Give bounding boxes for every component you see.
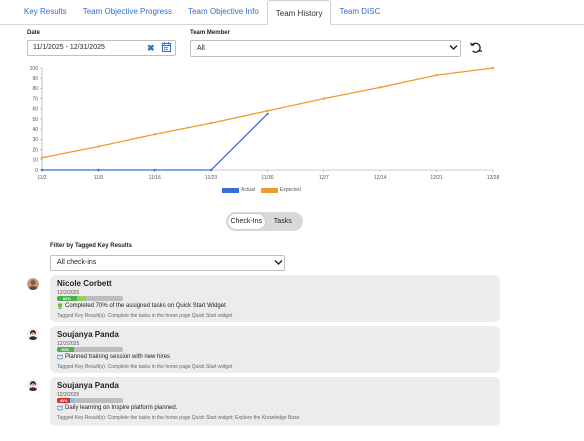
progress-fill [57, 398, 71, 403]
team-member-select[interactable]: All [190, 40, 461, 57]
tab-bar: Key Results Team Objective Progress Team… [0, 0, 584, 25]
checkin-tagged-key-results: Tagged Key Result(s): Complete the tasks… [57, 415, 300, 421]
series-expected-point [209, 121, 213, 125]
tab-team-objective-progress[interactable]: Team Objective Progress [82, 7, 173, 16]
progress-bar: 50% [57, 347, 123, 352]
calendar-icon[interactable] [162, 42, 171, 52]
series-expected-point [153, 133, 156, 136]
checkin-date: 12/2/2025 [57, 290, 80, 296]
tab-key-results[interactable]: Key Results [24, 7, 67, 16]
tab-team-history[interactable]: Team History [266, 0, 332, 25]
series-expected-point [40, 156, 44, 159]
series-expected-point [322, 97, 326, 100]
series-expected-point [491, 66, 495, 70]
clear-date-icon[interactable]: ✖ [147, 43, 155, 53]
checkin-tagged-key-results: Tagged Key Result(s): Complete the tasks… [57, 364, 233, 370]
trophy-icon [58, 303, 62, 309]
progress-percent: 60% [62, 296, 71, 301]
y-tick-label: 10 [32, 158, 38, 164]
series-actual-point [209, 168, 213, 172]
tag-filter-select[interactable]: All check-ins [50, 255, 285, 271]
y-tick-label: 0 [35, 168, 38, 174]
y-tick-label: 20 [32, 147, 38, 153]
x-tick-label: 11/23 [205, 175, 217, 181]
y-tick-label: 50 [32, 117, 38, 123]
progress-bar: 60% [57, 296, 123, 301]
tab-team-objective-info[interactable]: Team Objective Info [188, 7, 259, 16]
chart-legend: Actual Expected [222, 185, 307, 195]
checkin-card[interactable]: Soujanya Panda 12/2/2025 40% Daily learn… [50, 377, 500, 426]
checkin-text: Planned training session with new hires [65, 354, 171, 360]
y-tick-label: 70 [32, 96, 38, 102]
legend-expected-label: Expected [279, 187, 301, 193]
avatar [27, 278, 39, 290]
series-actual-line [42, 113, 268, 171]
tag-filter-label: Filter by Tagged Key Results [50, 243, 132, 249]
x-tick-label: 12/14 [374, 175, 387, 181]
x-tick-label: 12/21 [430, 175, 443, 181]
x-tick-label: 12/28 [487, 175, 500, 181]
avatar [27, 379, 39, 391]
checkin-tagged-key-results: Tagged Key Result(s): Complete the tasks… [57, 313, 233, 319]
reset-filter-icon[interactable] [469, 41, 483, 55]
progress-fill [57, 296, 77, 301]
date-range-input[interactable]: 11/1/2025 - 12/31/2025 [27, 40, 176, 56]
progress-fill [57, 347, 74, 352]
progress-fill-secondary [76, 296, 86, 301]
series-expected-point [266, 109, 269, 113]
legend-expected[interactable]: Expected [260, 187, 301, 193]
series-actual-point [97, 168, 100, 172]
checkin-author: Soujanya Panda [57, 381, 119, 390]
series-actual-point [266, 112, 269, 116]
progress-fill-secondary [70, 398, 75, 403]
toggle-tasks[interactable]: Tasks [273, 218, 292, 225]
team-member-label: Team Member [190, 30, 230, 36]
progress-bar: 40% [57, 398, 123, 403]
checkin-author: Nicole Corbett [57, 279, 112, 288]
legend-actual-label: Actual [241, 187, 255, 193]
y-tick-label: 30 [32, 137, 38, 143]
series-actual-point [153, 168, 156, 172]
checkin-text: Completed 70% of the assigned tasks on Q… [65, 303, 226, 309]
handshake-icon [57, 405, 63, 411]
checkin-date: 12/2/2025 [57, 392, 80, 398]
series-actual-point [40, 168, 44, 172]
y-tick-label: 60 [32, 107, 38, 113]
chevron-down-icon [274, 260, 283, 265]
toggle-checkins[interactable]: Check-Ins [228, 214, 265, 229]
progress-percent: 50% [61, 347, 70, 352]
chevron-down-icon [449, 45, 458, 50]
x-tick-label: 11/30 [261, 175, 273, 181]
handshake-icon [57, 354, 63, 360]
y-tick-label: 80 [32, 86, 38, 92]
avatar [27, 328, 39, 340]
legend-actual-swatch [222, 187, 239, 193]
x-tick-label: 12/7 [319, 175, 329, 181]
y-tick-label: 40 [32, 127, 38, 133]
series-expected-point [435, 73, 438, 77]
legend-actual[interactable]: Actual [222, 187, 255, 193]
date-label: Date [27, 30, 41, 36]
series-expected-point [379, 86, 382, 89]
checkin-date: 12/2/2025 [57, 341, 80, 347]
checkin-card[interactable]: Nicole Corbett 12/2/2025 60% Completed 7… [50, 275, 500, 322]
series-expected-point [97, 145, 100, 148]
x-tick-label: 11/16 [149, 175, 161, 181]
legend-expected-swatch [260, 187, 278, 193]
y-tick-label: 100 [30, 66, 39, 72]
checkin-author: Soujanya Panda [57, 330, 119, 339]
tab-team-disc[interactable]: Team DISC [339, 7, 381, 16]
x-tick-label: 11/2 [37, 175, 47, 181]
team-history-chart: 0 10 20 30 40 50 60 70 80 90 100 11/2 11/9 11/16 11/23… [30, 66, 500, 181]
y-tick-label: 90 [32, 76, 38, 82]
x-tick-label: 11/9 [94, 175, 104, 181]
progress-percent: 40% [59, 398, 68, 403]
checkin-card[interactable]: Soujanya Panda 12/2/2025 50% Planned tra… [50, 326, 500, 373]
checkin-text: Daily learning on Inspire platform plann… [65, 405, 178, 411]
checkins-tasks-toggle: Check-Ins Tasks [226, 212, 303, 231]
